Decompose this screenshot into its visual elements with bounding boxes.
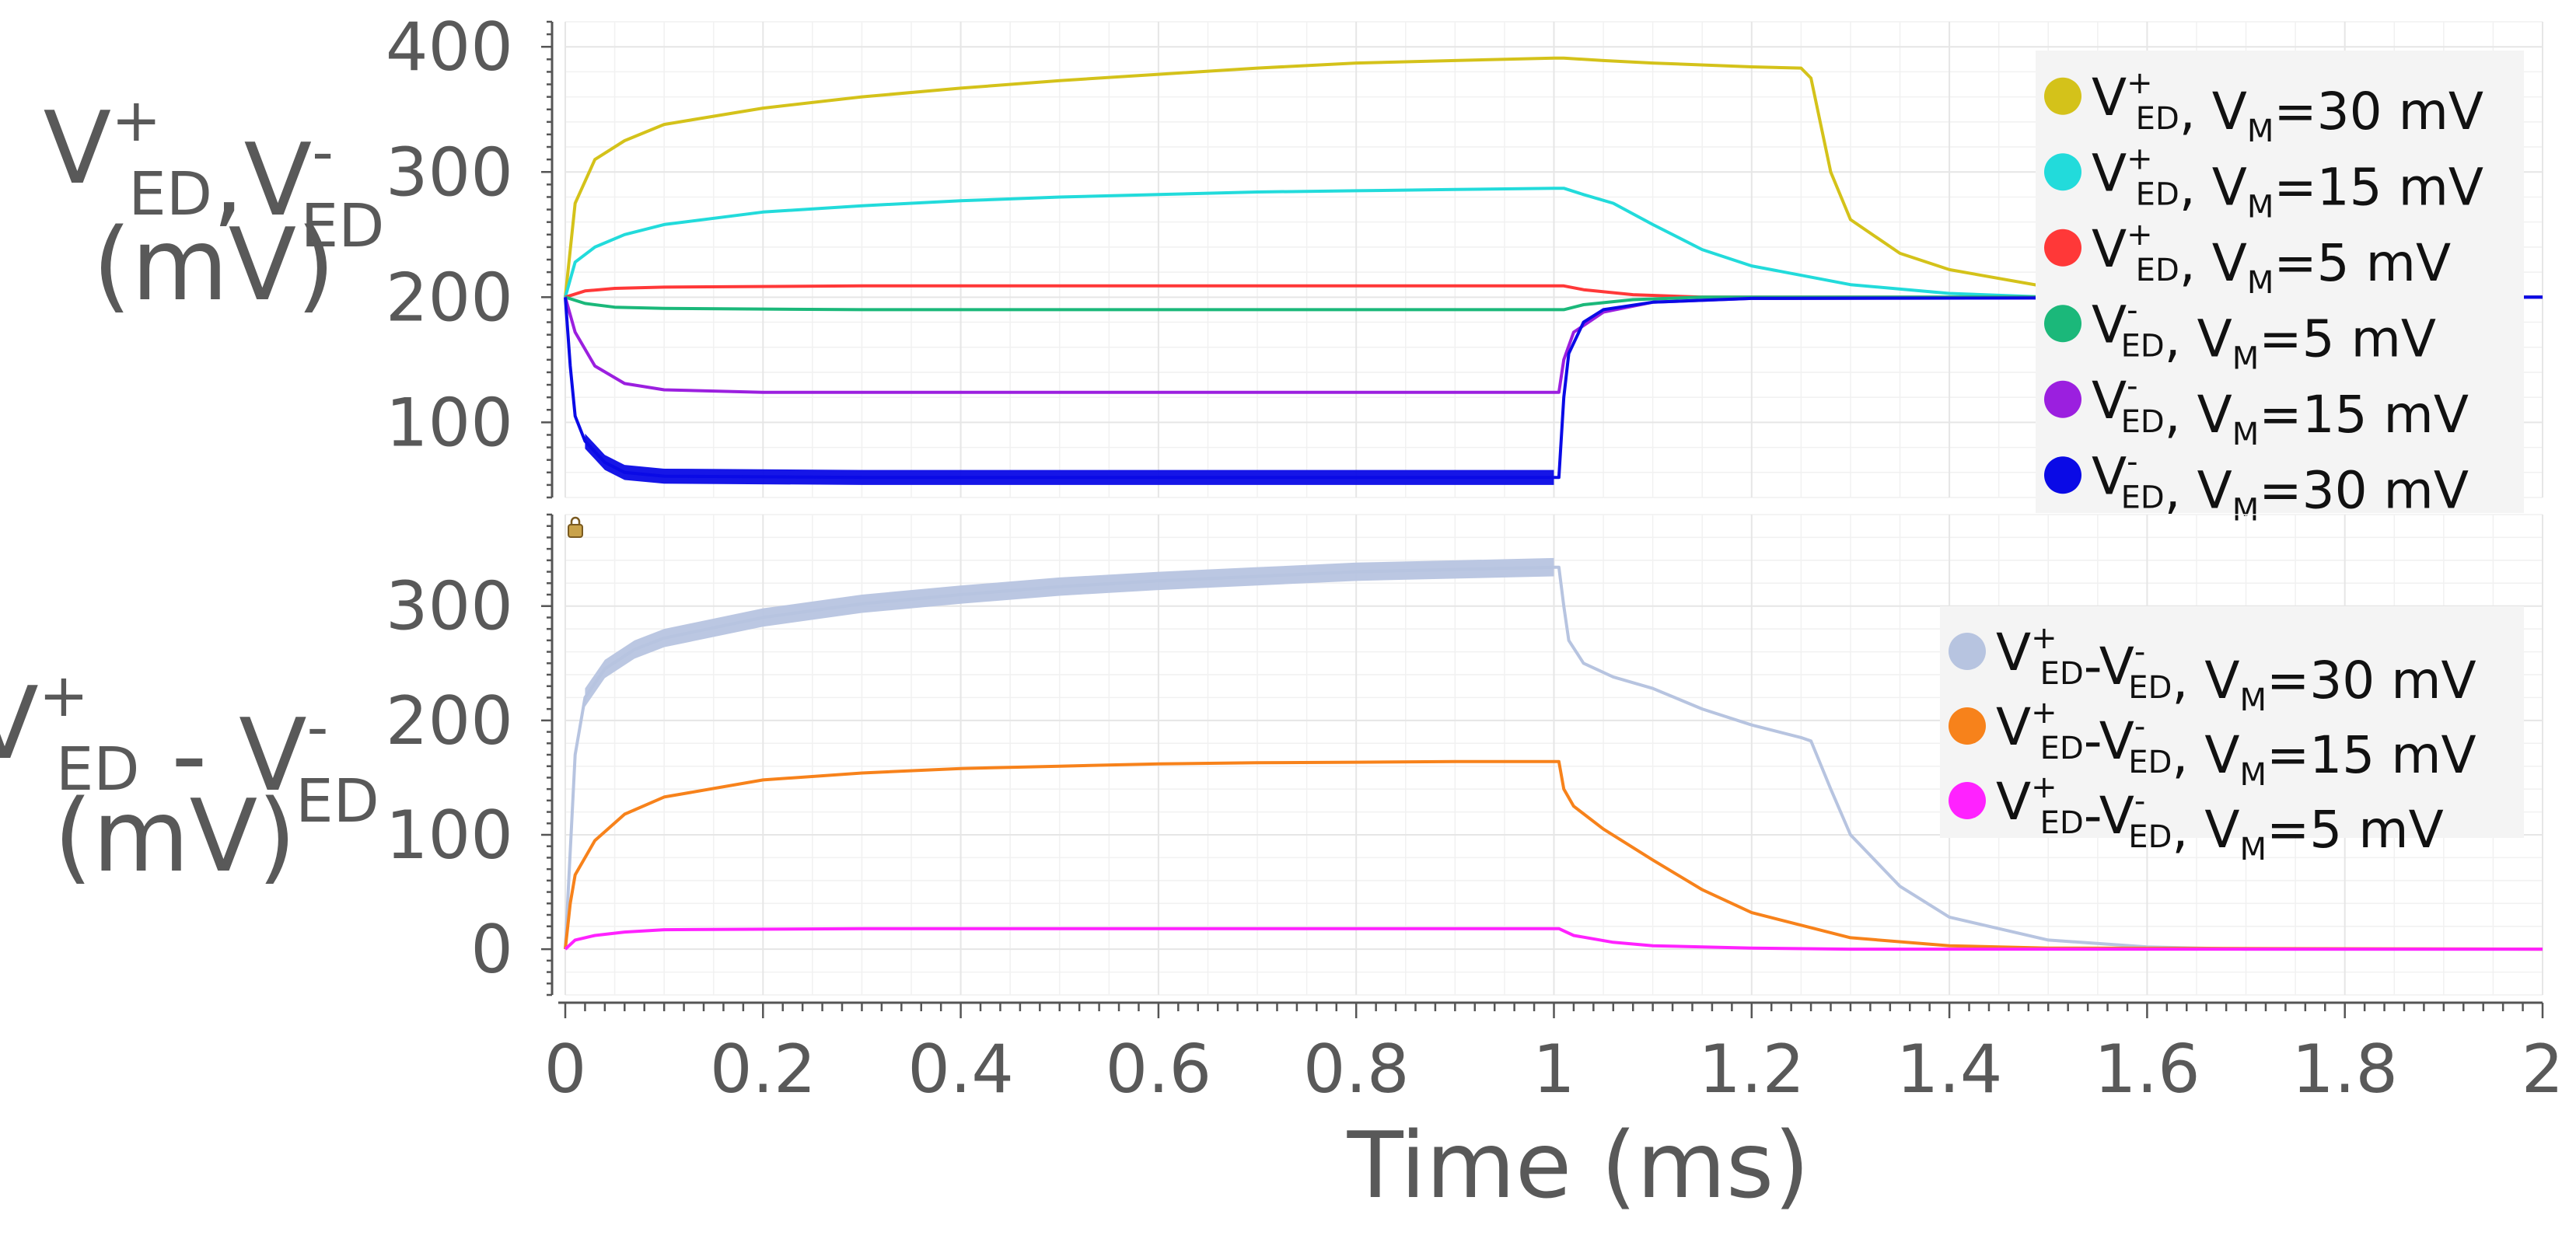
series-line xyxy=(564,295,2543,312)
legend-entry: V+ ED, VM=15 mV xyxy=(2092,141,2483,225)
series-top xyxy=(564,56,2543,480)
noise-band xyxy=(585,557,1554,707)
legend-entry: V-ED, VM=15 mV xyxy=(2092,368,2469,452)
series-line xyxy=(564,284,2543,299)
series-line xyxy=(564,565,2543,951)
legend-entry: V+ ED, VM=30 mV xyxy=(2092,65,2483,149)
y-axis-bottom: 0 100 200 300 xyxy=(386,513,554,996)
legend-entry: V-ED, VM=5 mV xyxy=(2092,292,2436,376)
x-tick-label: 2 xyxy=(2522,1031,2564,1108)
x-tick-label: 0.6 xyxy=(1106,1031,1212,1108)
y-axis-unit-bottom: (mV) xyxy=(54,779,296,895)
y-tick-label: 200 xyxy=(386,259,513,337)
legend-bottom: V+ ED-V-ED, VM=30 mVV+ ED-V-ED, VM=15 mVV+… xyxy=(1940,606,2524,867)
noise-band xyxy=(585,433,1554,485)
y-tick-label: 200 xyxy=(386,682,513,760)
legend-entry: V+ ED-V-ED, VM=5 mV xyxy=(1996,770,2444,867)
y-axis-top: 100 200 300 400 xyxy=(386,9,554,499)
x-tick-label: 1.2 xyxy=(1698,1031,1805,1108)
legend-entry: V+ ED-V-ED, VM=30 mV xyxy=(1996,620,2476,718)
legend-entry: V+ ED-V-ED, VM=15 mV xyxy=(1996,695,2476,793)
legend-top: V+ ED, VM=30 mVV+ ED, VM=15 mVV+ ED, VM=5 m… xyxy=(2036,51,2524,528)
legend-marker xyxy=(2044,305,2081,343)
y-tick-label: 100 xyxy=(386,384,513,462)
y-tick-label: 100 xyxy=(386,797,513,874)
x-tick-label: 0.2 xyxy=(710,1031,816,1108)
series-line xyxy=(564,295,2543,480)
lock-shackle xyxy=(570,516,581,525)
series-bottom xyxy=(564,565,2543,951)
legend-marker xyxy=(2044,229,2081,267)
x-tick-label: 0.8 xyxy=(1303,1031,1410,1108)
legend-entry: V+ ED, VM=5 mV xyxy=(2092,217,2451,301)
y-tick-label: 400 xyxy=(386,9,513,86)
x-tick-label: 1.4 xyxy=(1896,1031,2003,1108)
series-line xyxy=(564,759,2543,951)
y-axis-unit-top: (mV) xyxy=(93,208,335,323)
y-axis-label-bottom: V+ ED - V-ED xyxy=(0,661,379,836)
legend-marker xyxy=(2044,380,2081,418)
y-axis-label-top: V+ ED,V-ED xyxy=(44,86,385,261)
x-tick-label: 1.8 xyxy=(2291,1031,2398,1108)
lock-body xyxy=(568,524,583,538)
legend-marker xyxy=(2044,153,2081,191)
lock-icon xyxy=(568,516,583,538)
legend-marker xyxy=(2044,456,2081,494)
legend-background xyxy=(2036,51,2524,513)
legend-marker xyxy=(1949,633,1986,670)
legend-marker xyxy=(1949,707,1986,745)
y-tick-label: 0 xyxy=(470,911,513,989)
legend-background xyxy=(1940,606,2524,838)
x-axis: 0 0.2 0.4 0.6 0.8 1 1.2 1.4 1.6 1.8 2 xyxy=(544,1001,2564,1108)
x-tick-label: 1 xyxy=(1533,1031,1575,1108)
x-tick-label: 0.4 xyxy=(907,1031,1014,1108)
legend-marker xyxy=(2044,77,2081,115)
legend-entry: V-ED, VM=30 mV xyxy=(2092,444,2469,528)
legend-marker xyxy=(1949,782,1986,819)
x-tick-label: 0 xyxy=(544,1031,587,1108)
series-line xyxy=(564,56,2543,299)
y-tick-label: 300 xyxy=(386,134,513,211)
y-tick-label: 300 xyxy=(386,568,513,646)
x-axis-label: Time (ms) xyxy=(1347,1112,1810,1219)
x-tick-label: 1.6 xyxy=(2094,1031,2200,1108)
series-line xyxy=(564,187,2543,299)
series-line xyxy=(564,927,2543,951)
